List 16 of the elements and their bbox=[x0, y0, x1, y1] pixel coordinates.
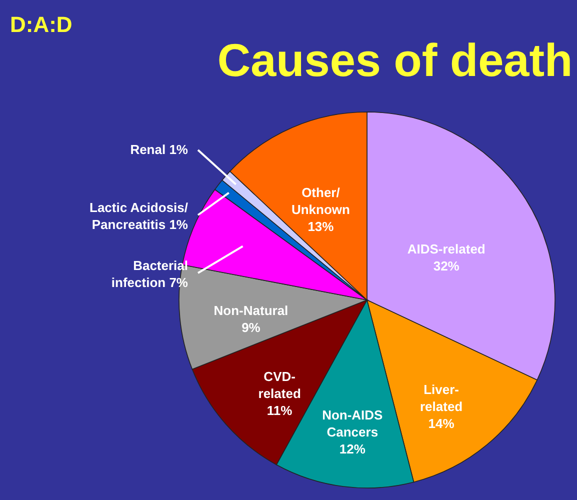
text: D:A:D bbox=[10, 12, 72, 37]
slice-label: Liver- related bbox=[420, 382, 463, 414]
data-label: 14% bbox=[428, 416, 455, 431]
slice-label: Renal 1% bbox=[130, 142, 188, 157]
slice-label: Lactic Acidosis/ Pancreatitis 1% bbox=[90, 200, 188, 232]
data-label: 9% bbox=[242, 320, 261, 335]
slice-label: Other/ Unknown bbox=[291, 185, 350, 218]
chart-title: Causes of death bbox=[217, 34, 573, 86]
data-label: 13% bbox=[308, 219, 334, 234]
data-label: 32% bbox=[433, 258, 460, 274]
slice-label: AIDS-related bbox=[407, 242, 486, 257]
slice-label: CVD- related bbox=[258, 369, 301, 402]
data-label: 11% bbox=[266, 403, 293, 418]
slice-label: Non-AIDS Cancers bbox=[322, 408, 384, 440]
data-label: 12% bbox=[339, 442, 366, 457]
slice-label: Non-Natural bbox=[214, 302, 288, 318]
